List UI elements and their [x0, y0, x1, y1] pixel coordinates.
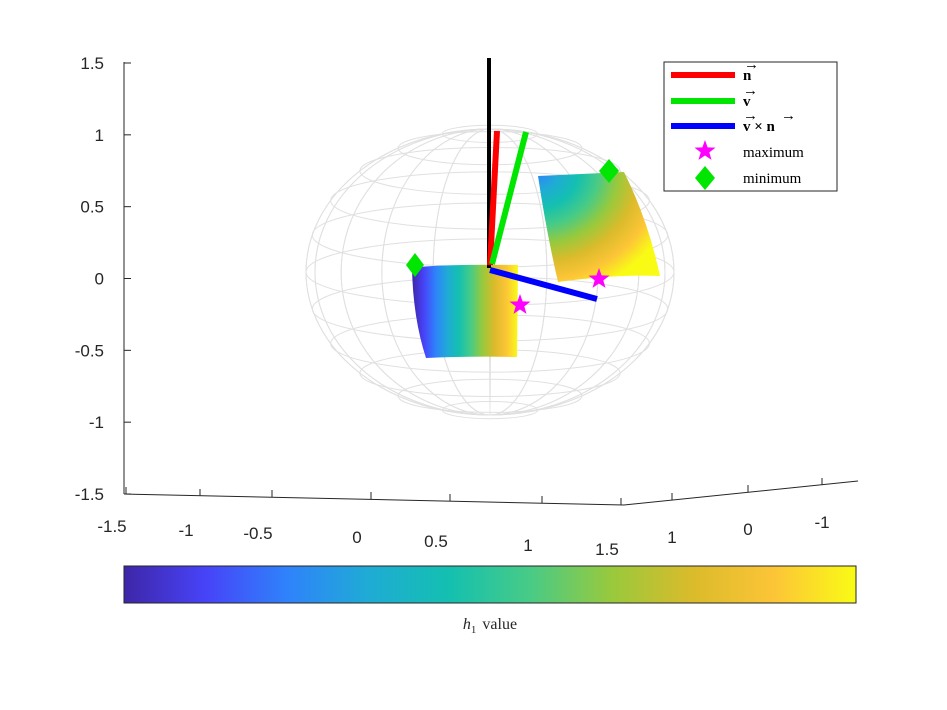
y-tick-label: 0: [743, 520, 752, 539]
legend-arrow: →: [744, 57, 759, 73]
minimum-marker: [599, 159, 619, 183]
legend-label-n: n: [743, 68, 752, 84]
y-tick-label: -1: [814, 513, 829, 532]
legend-arrow: →: [781, 108, 796, 124]
z-tick-label: 1.5: [80, 54, 104, 73]
legend-label-v: v: [743, 94, 751, 110]
z-tick-label: 0: [95, 270, 104, 289]
surface-patch-side: [538, 172, 660, 282]
y-ticks: 1 0 -1: [667, 478, 830, 547]
z-ticks: 1.5 1 0.5 0 -0.5 -1 -1.5: [75, 54, 131, 504]
legend-label-minimum: minimum: [743, 171, 802, 187]
z-tick-label: -1: [89, 413, 104, 432]
x-axis-line: [123, 493, 625, 506]
z-tick-label: 1: [95, 126, 104, 145]
legend-label-maximum: maximum: [743, 145, 804, 161]
z-tick-label: 0.5: [80, 198, 104, 217]
x-tick-label: 0.5: [424, 532, 448, 551]
z-tick-label: -0.5: [75, 341, 104, 360]
x-tick-label: -1.5: [97, 517, 126, 536]
markers: [406, 159, 619, 314]
vector-v-cross-n: [489, 267, 598, 302]
z-tick-label: -1.5: [75, 485, 104, 504]
colorbar-label: h1 value: [463, 616, 517, 636]
surface-patch-front: [412, 264, 518, 358]
x-tick-label: 0: [352, 528, 361, 547]
y-axis-line: [623, 480, 859, 506]
x-tick-label: -0.5: [243, 524, 272, 543]
x-tick-label: -1: [178, 521, 193, 540]
legend-swatch-maximum: [694, 140, 716, 160]
colorbar: h1 value: [123, 565, 857, 636]
legend-arrow: →: [743, 108, 758, 124]
y-tick-label: 1: [667, 528, 676, 547]
minimum-marker: [406, 253, 424, 277]
legend-label-v-cross-n: v × n: [743, 119, 776, 135]
colorbar-gradient: [123, 565, 857, 604]
legend-swatch-minimum: [695, 166, 715, 190]
legend: n → v → v × n → → maximum minimum: [663, 57, 838, 192]
vector-n: [487, 130, 500, 266]
x-tick-label: 1: [523, 536, 532, 555]
legend-arrow: →: [743, 83, 758, 99]
vector-v: [489, 131, 529, 265]
x-tick-label: 1.5: [595, 540, 619, 559]
maximum-marker: [509, 294, 531, 314]
x-ticks: -1.5 -1 -0.5 0 0.5 1 1.5: [97, 487, 622, 559]
maximum-marker: [588, 268, 610, 288]
